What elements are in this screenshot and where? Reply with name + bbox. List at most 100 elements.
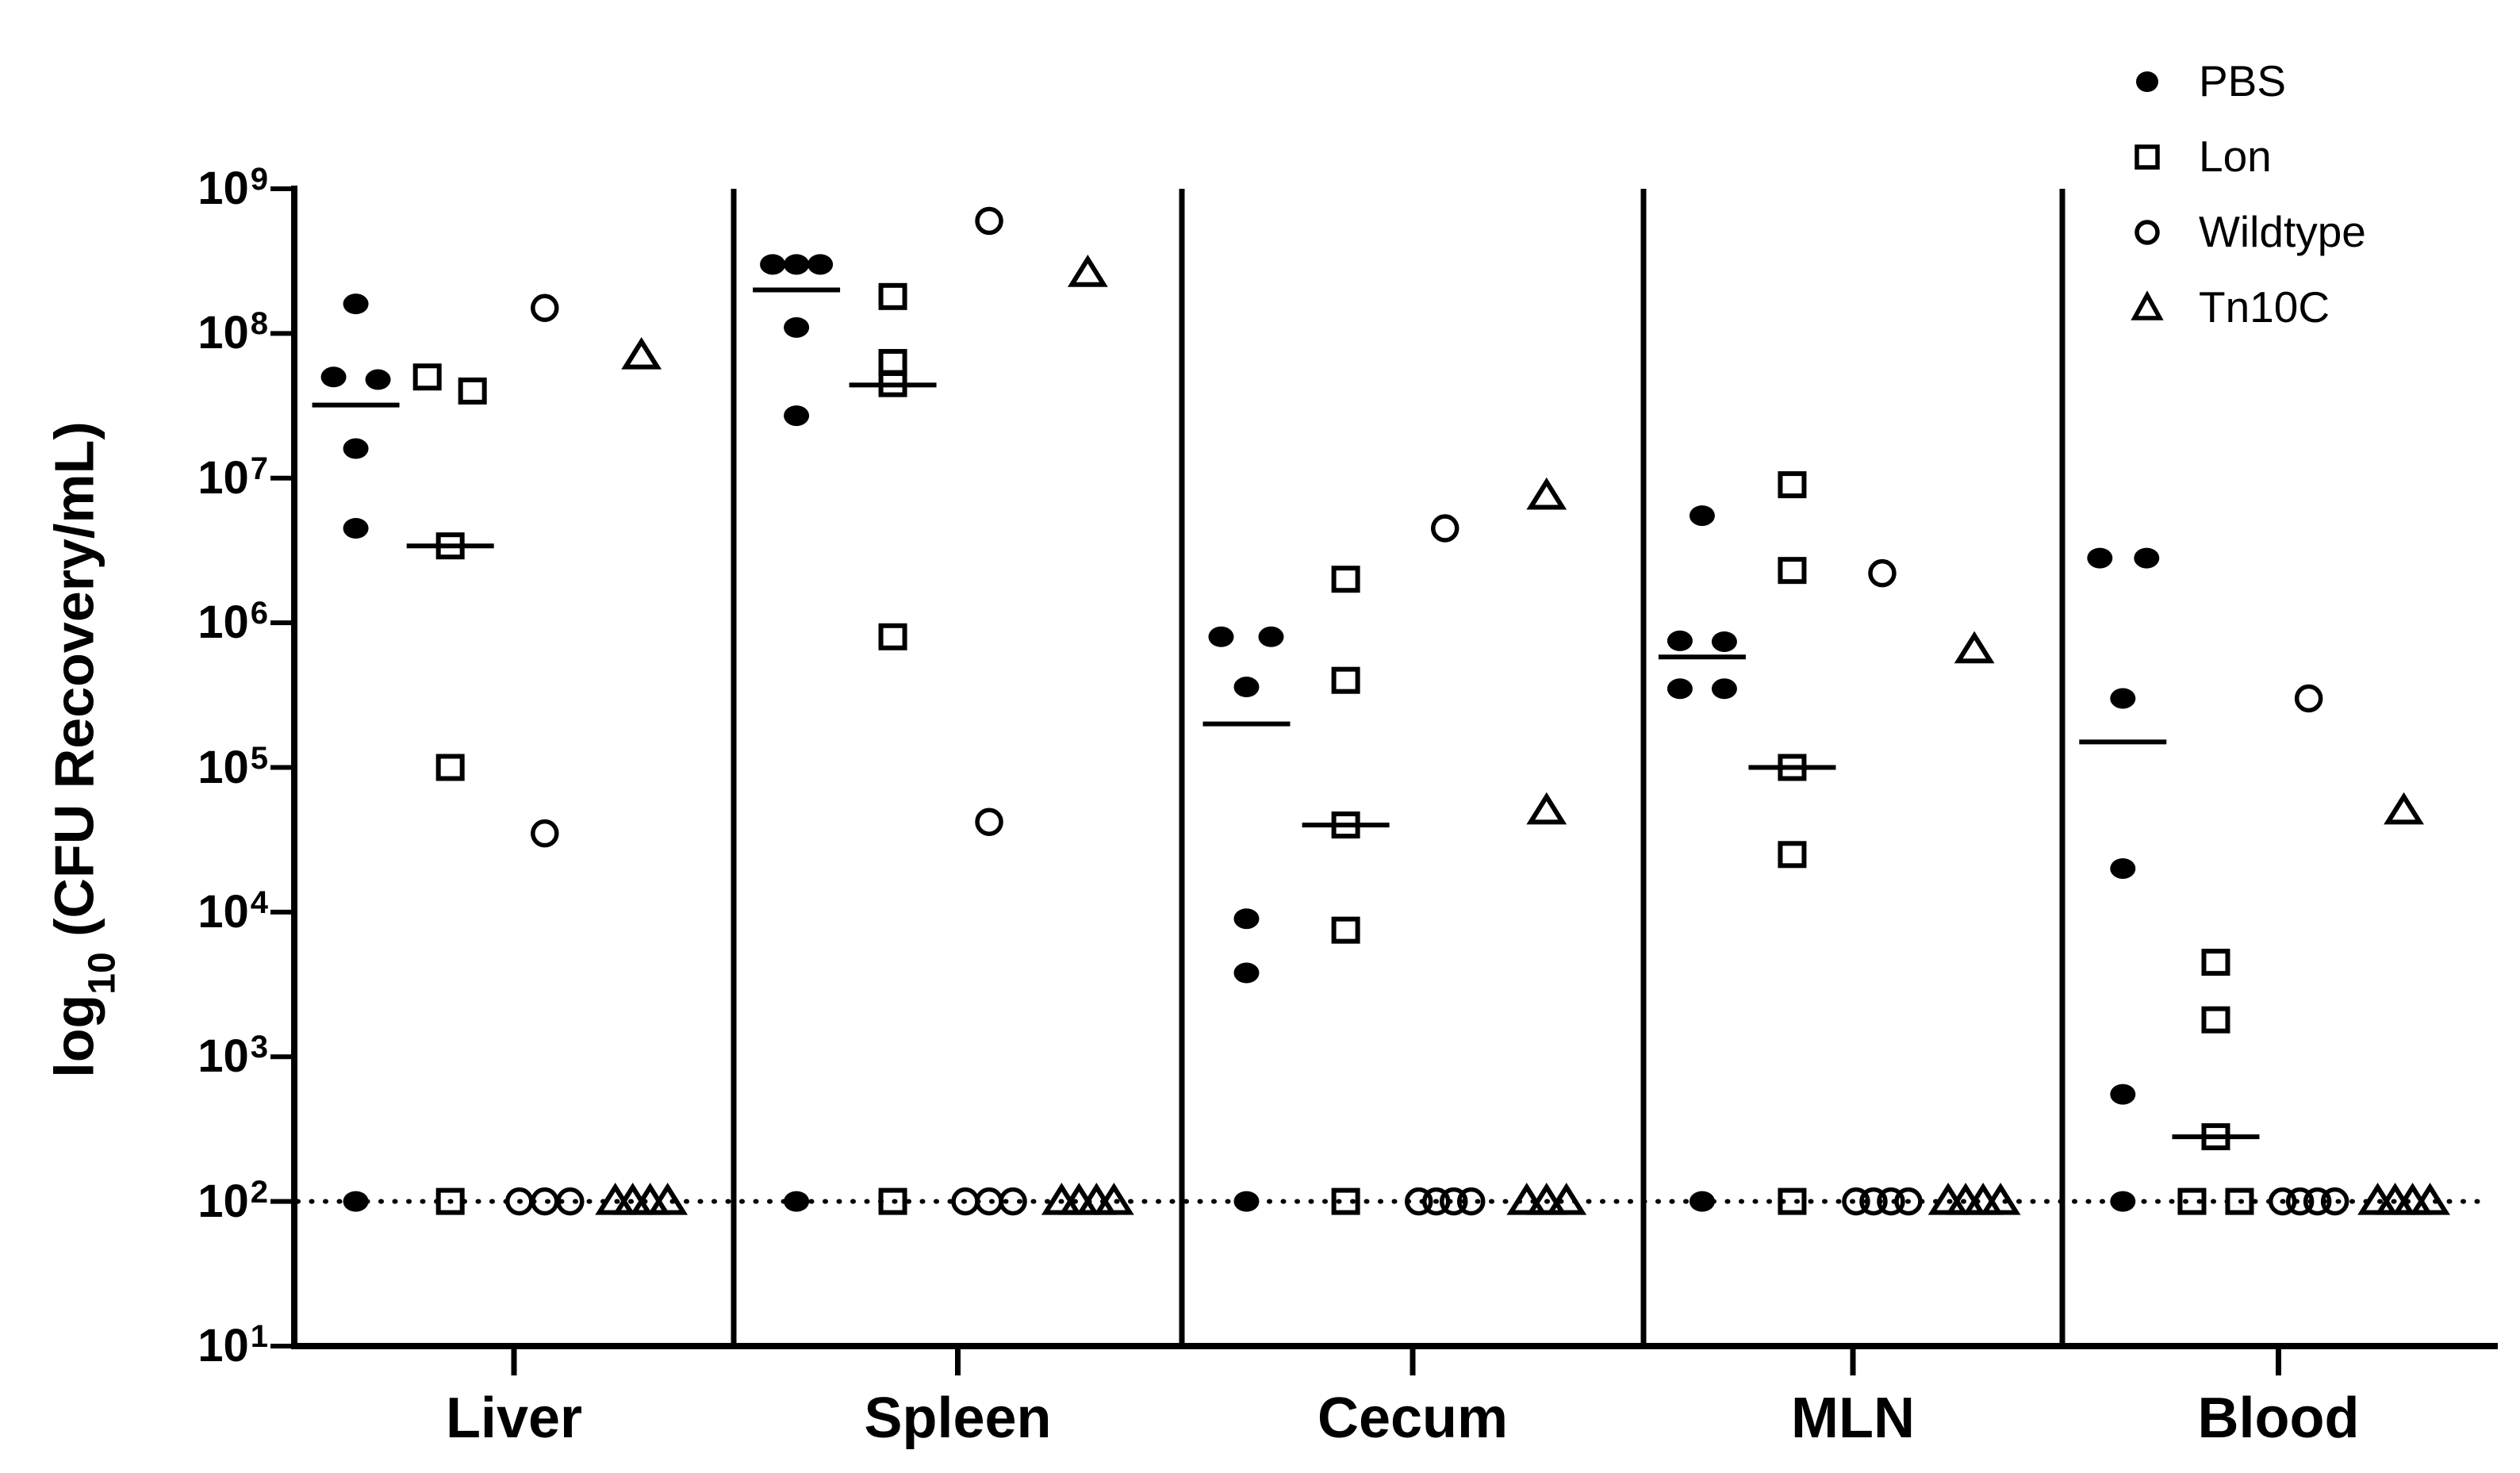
data-point-open-square [878,1187,907,1215]
data-point-open-circle [2268,1187,2297,1216]
y-axis-title-prefix: log [43,994,105,1078]
data-point-open-triangle [2384,792,2424,825]
data-point-filled-circle [784,254,810,275]
data-point-open-circle [556,1187,585,1216]
x-label-spleen: Spleen [864,1387,1052,1450]
legend-item-pbs: PBS [2127,44,2366,119]
data-point-open-square [2225,1187,2254,1215]
x-label-mln: MLN [1791,1387,1915,1450]
data-point-open-square [1778,557,1807,585]
data-point-open-circle [2285,1187,2315,1216]
data-point-open-circle [1877,1187,1905,1216]
y-tick-label-10e7: 107 [198,451,268,504]
data-point-filled-circle [807,254,834,275]
data-point-open-triangle [1546,1182,1587,1215]
data-point-open-circle [531,293,559,323]
data-point-filled-circle [365,369,391,390]
legend-label: PBS [2199,56,2287,105]
data-point-open-square [1778,754,1807,781]
data-point-open-square [1778,471,1807,499]
data-point-filled-circle [343,438,369,459]
data-point-filled-circle [2110,1191,2136,1212]
data-point-open-square [1331,566,1360,593]
legend-item-tn10c: Tn10C [2127,270,2366,345]
data-point-open-circle [1456,1187,1486,1216]
data-point-filled-circle [2110,1084,2136,1105]
data-point-open-square [1778,841,1807,869]
data-point-open-circle [2303,1187,2332,1216]
data-point-filled-circle [2110,688,2136,709]
data-point-open-triangle [1954,631,1995,664]
panel-mln [1658,471,2021,1216]
data-point-open-square [435,532,465,560]
data-point-open-circle [1894,1187,1923,1216]
series-wildtype [505,293,585,1216]
data-point-open-triangle [1067,255,1108,287]
data-point-open-square [1331,666,1360,694]
data-point-open-circle [999,1187,1027,1216]
data-point-open-triangle [1980,1182,2021,1215]
panel-liver [312,293,688,1216]
data-point-open-square [435,1187,465,1215]
data-point-open-circle [975,206,1003,236]
series-lon [1302,566,1390,1215]
data-point-open-square [458,377,487,405]
data-point-open-square [1331,1187,1360,1215]
data-point-open-circle [1421,1187,1451,1216]
series-pbs [753,254,841,1212]
data-point-filled-circle [784,1191,810,1212]
series-tn10c [2357,792,2450,1215]
series-pbs [2079,547,2167,1212]
panel-blood [2079,547,2450,1216]
y-tick-label-10e2: 102 [198,1174,268,1227]
data-point-filled-circle [1233,962,1260,984]
data-point-open-triangle [1526,477,1567,510]
data-point-open-triangle [1526,792,1567,825]
data-point-open-circle [1404,1187,1433,1216]
filled-circle-icon [2127,62,2167,102]
data-point-open-square [878,623,907,650]
panel-cecum [1202,477,1587,1216]
data-point-open-circle [2294,684,2323,713]
y-tick-label-10e5: 105 [198,740,268,793]
data-point-open-square [2177,1187,2207,1215]
series-tn10c [1506,477,1587,1215]
data-point-open-square [1331,916,1360,944]
data-point-open-square [878,282,907,310]
data-point-open-triangle [647,1182,688,1215]
data-point-open-square [435,754,465,781]
data-point-filled-circle [2110,857,2136,879]
legend-item-wildtype: Wildtype [2127,194,2366,270]
y-axis-title: log10 (CFU Recovery/mL) [43,421,124,1078]
data-point-open-triangle [1506,1182,1548,1215]
series-pbs [1658,505,1746,1212]
legend-item-lon: Lon [2127,119,2366,194]
y-tick-label-10e1: 101 [198,1318,268,1372]
data-point-filled-circle [1233,1191,1260,1212]
data-point-filled-circle [343,1191,369,1212]
open-triangle-icon [2127,288,2167,328]
data-point-open-circle [2320,1187,2349,1216]
data-point-filled-circle [1711,631,1737,652]
data-point-filled-circle [784,316,810,338]
legend-label: Wildtype [2199,207,2366,256]
data-point-open-square [1778,1187,1807,1215]
legend-label: Lon [2199,132,2272,181]
y-axis-title-suffix: (CFU Recovery/mL) [43,421,105,953]
series-pbs [1202,626,1291,1212]
series-lon [849,282,937,1215]
y-tick-label-10e3: 103 [198,1030,268,1083]
legend-label: Tn10C [2199,282,2330,332]
x-label-liver: Liver [445,1387,583,1450]
data-point-open-square [2201,1006,2230,1034]
y-axis-title-subscript: 10 [81,952,124,995]
series-lon [1748,471,1836,1215]
data-point-open-square [1331,811,1360,839]
series-wildtype [1404,514,1486,1216]
data-point-filled-circle [1233,677,1260,698]
data-point-filled-circle [1233,908,1260,930]
data-point-open-circle [975,807,1003,836]
data-point-open-circle [1430,514,1459,543]
data-point-filled-circle [1711,678,1737,700]
